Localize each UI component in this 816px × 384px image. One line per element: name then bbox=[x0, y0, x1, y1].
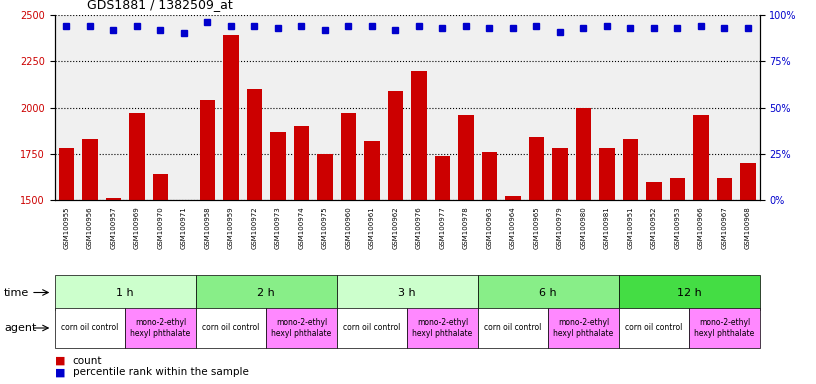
Bar bbox=[153, 174, 168, 384]
Bar bbox=[716, 178, 732, 384]
Bar bbox=[552, 148, 568, 384]
Bar bbox=[670, 178, 685, 384]
Bar bbox=[294, 126, 309, 384]
Bar bbox=[599, 148, 614, 384]
Bar bbox=[435, 156, 450, 384]
Text: 1 h: 1 h bbox=[117, 288, 134, 298]
Text: agent: agent bbox=[4, 323, 37, 333]
Text: mono-2-ethyl
hexyl phthalate: mono-2-ethyl hexyl phthalate bbox=[694, 318, 755, 338]
Text: mono-2-ethyl
hexyl phthalate: mono-2-ethyl hexyl phthalate bbox=[553, 318, 614, 338]
Bar bbox=[106, 198, 121, 384]
Bar bbox=[224, 35, 238, 384]
Text: corn oil control: corn oil control bbox=[202, 323, 259, 333]
Bar bbox=[459, 115, 473, 384]
Bar bbox=[129, 113, 144, 384]
Bar bbox=[646, 182, 662, 384]
Text: 6 h: 6 h bbox=[539, 288, 557, 298]
Text: 2 h: 2 h bbox=[257, 288, 275, 298]
Text: mono-2-ethyl
hexyl phthalate: mono-2-ethyl hexyl phthalate bbox=[412, 318, 472, 338]
Bar bbox=[364, 141, 379, 384]
Text: mono-2-ethyl
hexyl phthalate: mono-2-ethyl hexyl phthalate bbox=[131, 318, 191, 338]
Text: 12 h: 12 h bbox=[676, 288, 702, 298]
Bar bbox=[740, 163, 756, 384]
Bar bbox=[529, 137, 544, 384]
Text: corn oil control: corn oil control bbox=[61, 323, 118, 333]
Bar bbox=[246, 89, 262, 384]
Text: percentile rank within the sample: percentile rank within the sample bbox=[73, 367, 249, 377]
Bar bbox=[82, 139, 98, 384]
Text: ■: ■ bbox=[55, 356, 65, 366]
Text: corn oil control: corn oil control bbox=[484, 323, 542, 333]
Bar bbox=[59, 148, 74, 384]
Bar bbox=[411, 71, 427, 384]
Text: ■: ■ bbox=[55, 367, 65, 377]
Bar bbox=[176, 200, 192, 384]
Bar bbox=[317, 154, 333, 384]
Bar bbox=[623, 139, 638, 384]
Bar bbox=[576, 108, 591, 384]
Text: count: count bbox=[73, 356, 102, 366]
Bar bbox=[200, 100, 215, 384]
Bar bbox=[481, 152, 497, 384]
Text: GDS1881 / 1382509_at: GDS1881 / 1382509_at bbox=[87, 0, 233, 11]
Bar bbox=[270, 132, 286, 384]
Text: 3 h: 3 h bbox=[398, 288, 416, 298]
Bar bbox=[341, 113, 356, 384]
Bar bbox=[694, 115, 708, 384]
Text: time: time bbox=[4, 288, 29, 298]
Bar bbox=[505, 196, 521, 384]
Text: corn oil control: corn oil control bbox=[625, 323, 683, 333]
Text: mono-2-ethyl
hexyl phthalate: mono-2-ethyl hexyl phthalate bbox=[271, 318, 331, 338]
Text: corn oil control: corn oil control bbox=[344, 323, 401, 333]
Bar bbox=[388, 91, 403, 384]
